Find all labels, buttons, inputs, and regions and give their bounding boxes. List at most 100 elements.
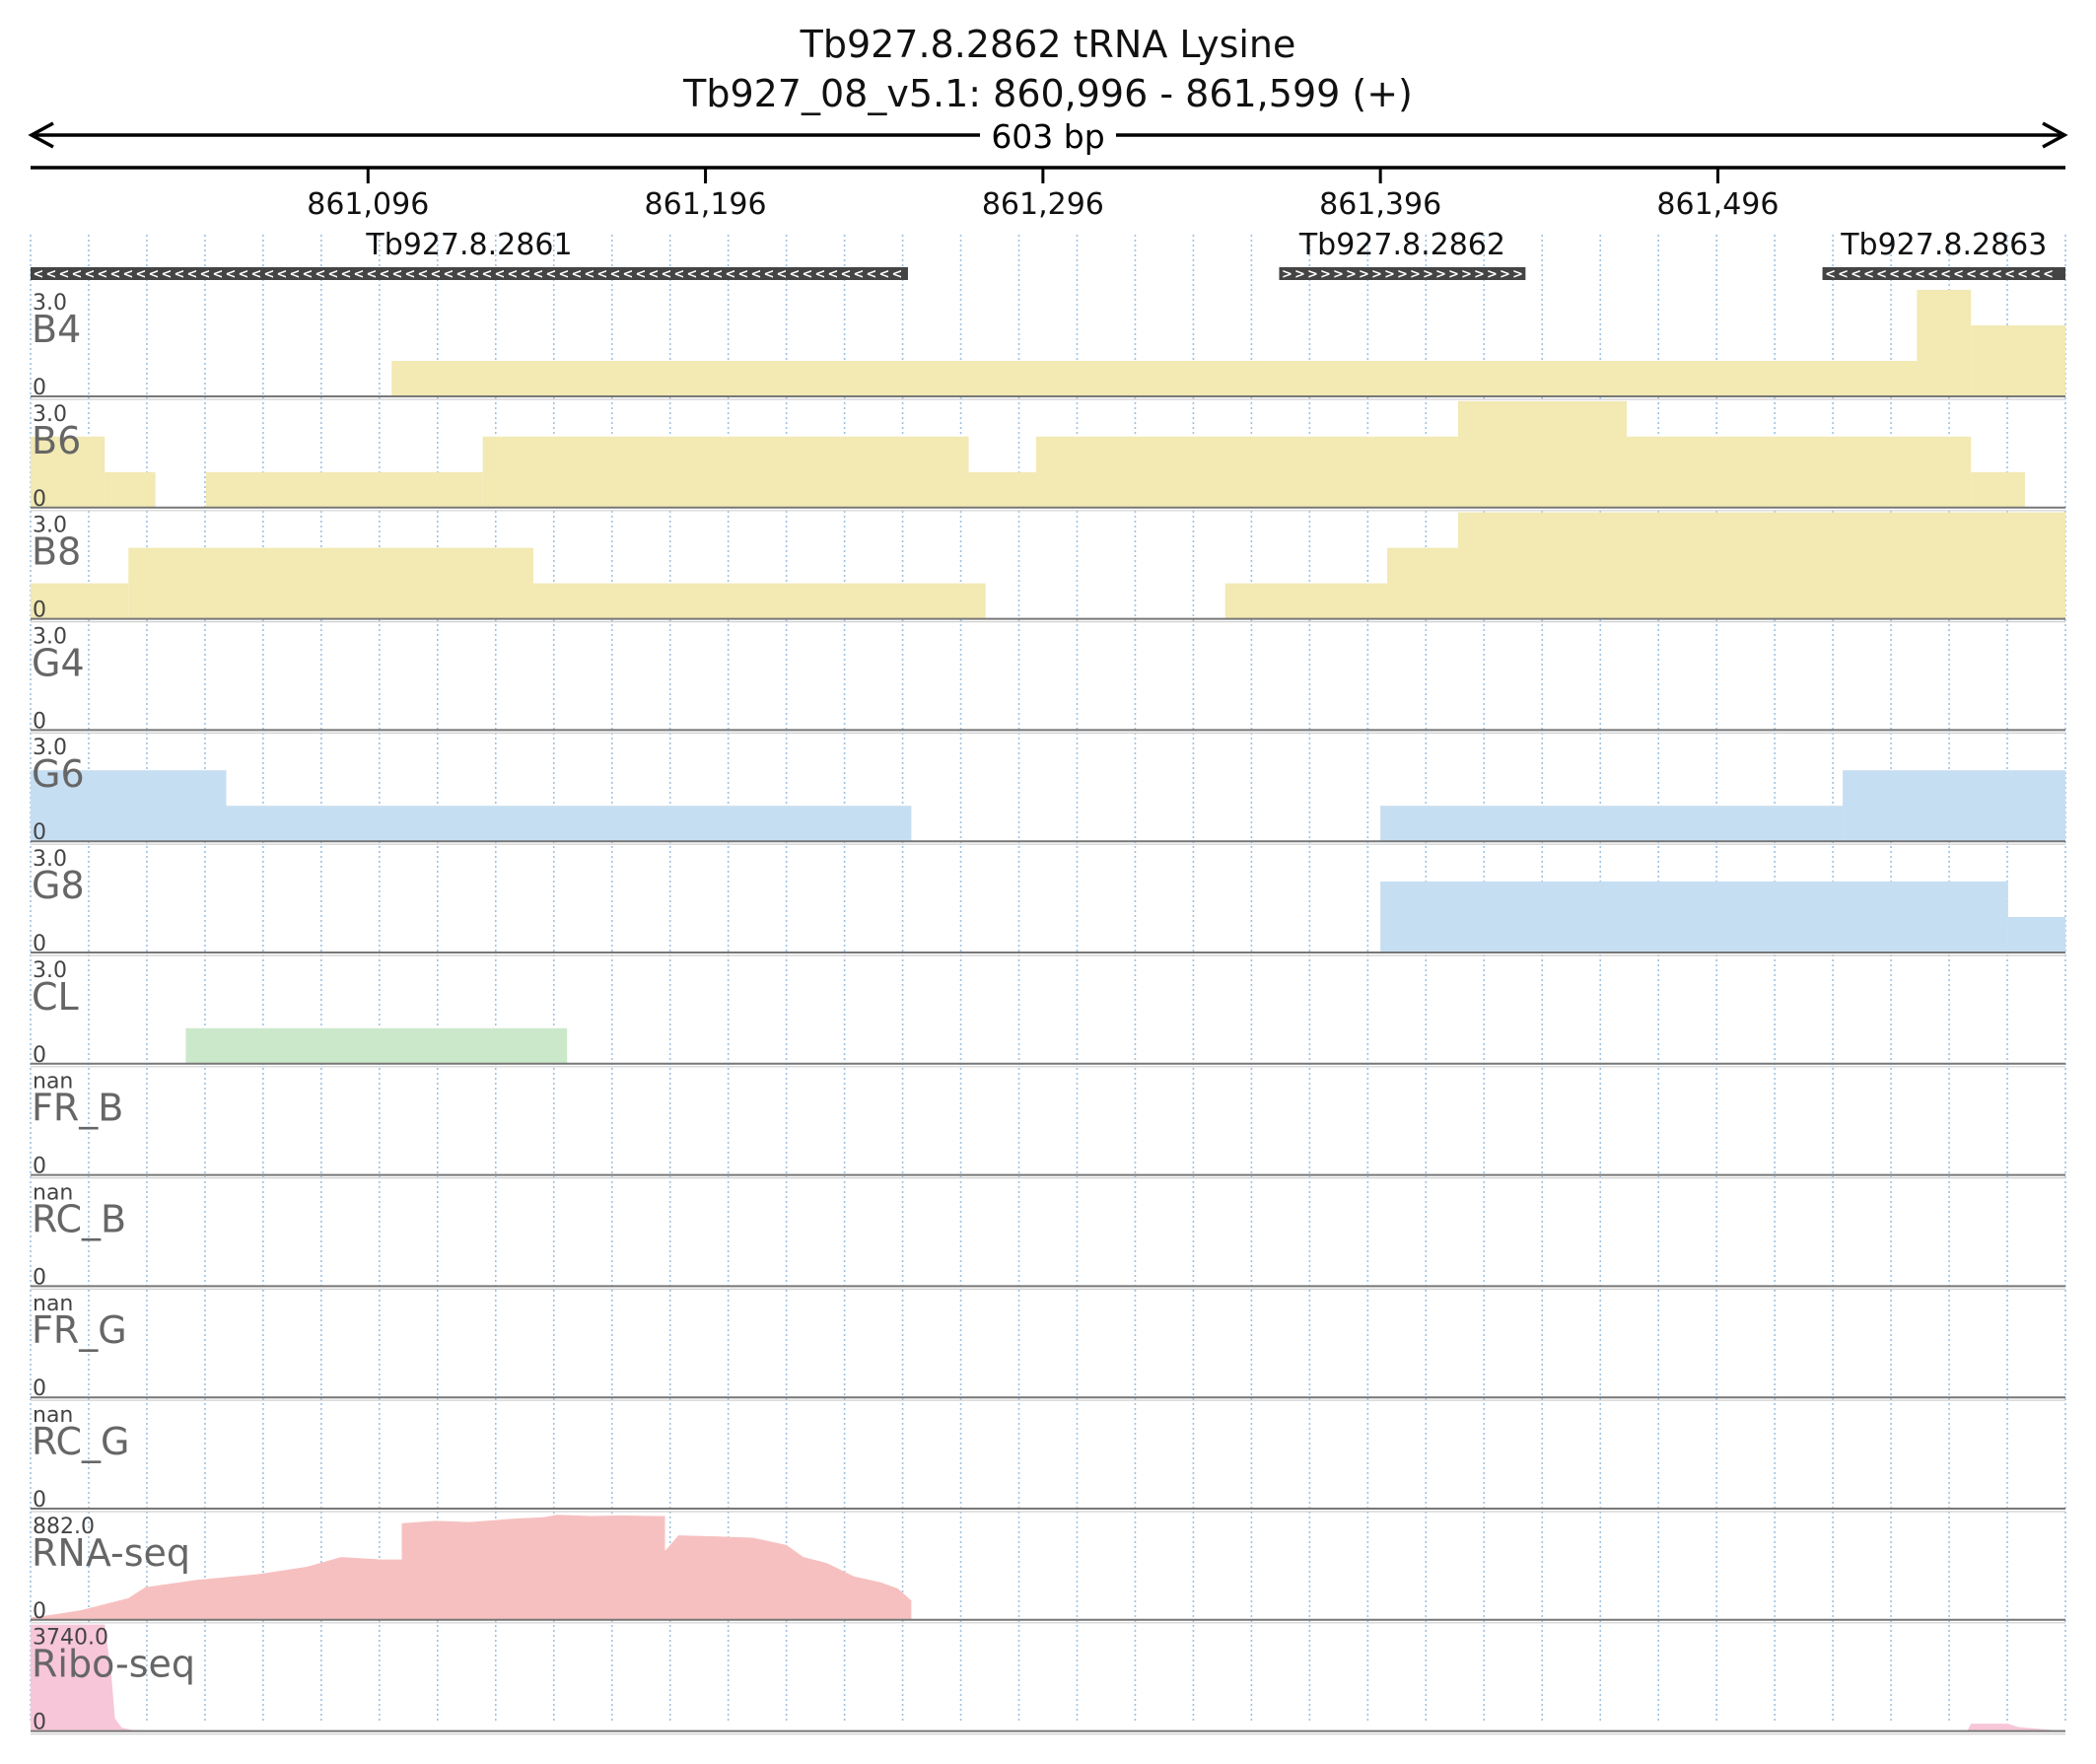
strand-chevron: < xyxy=(867,267,877,282)
strand-chevron: < xyxy=(508,267,519,282)
gene-label: Tb927.8.2862 xyxy=(1298,228,1505,262)
strand-chevron: < xyxy=(674,267,685,282)
strand-chevron: < xyxy=(636,267,647,282)
coverage-bar xyxy=(1457,400,1628,508)
track-min-label: 0 xyxy=(33,709,46,734)
strand-chevron: < xyxy=(841,267,852,282)
track-max-label: 3.0 xyxy=(33,514,67,538)
track-b6: 3.0B6 0 xyxy=(31,400,2065,512)
coverage-bar xyxy=(105,471,156,508)
strand-chevron: > xyxy=(1333,267,1344,282)
strand-chevron: > xyxy=(1410,267,1421,282)
strand-chevron: > xyxy=(1384,267,1395,282)
title-line-2: Tb927_08_v5.1: 860,996 - 861,599 (+) xyxy=(682,72,1413,115)
strand-chevron: > xyxy=(1500,267,1510,282)
track-name-label: Ribo-seq xyxy=(32,1643,195,1686)
strand-chevron: < xyxy=(1876,267,1887,282)
track-name-label: CL xyxy=(32,975,79,1019)
strand-chevron: < xyxy=(815,267,826,282)
track-max-label: nan xyxy=(33,1180,73,1205)
strand-chevron: < xyxy=(277,267,288,282)
gene-feature: Tb927.8.2861< < < < < < < < < < < < < < < < < < < < < < < < < < < <… xyxy=(31,228,908,282)
track-name-label: B8 xyxy=(32,530,81,574)
strand-chevron: < xyxy=(559,267,570,282)
strand-chevron: < xyxy=(1979,267,1990,282)
strand-chevron: < xyxy=(149,267,160,282)
track-min-label: 0 xyxy=(33,1711,46,1735)
track-name-label: G6 xyxy=(32,752,85,796)
coverage-bar xyxy=(1971,325,2065,396)
strand-chevron: < xyxy=(367,267,378,282)
strand-chevron: < xyxy=(623,267,634,282)
coverage-area xyxy=(31,1515,912,1620)
track-name-label: G8 xyxy=(32,864,85,907)
strand-chevron: > xyxy=(1461,267,1472,282)
track-min-label: 0 xyxy=(33,1265,46,1290)
coverage-bar xyxy=(1843,770,2065,842)
strand-chevron: < xyxy=(1863,267,1874,282)
track-min-label: 0 xyxy=(33,932,46,956)
tick-label: 861,296 xyxy=(982,187,1104,222)
coverage-bar xyxy=(2007,917,2065,953)
strand-chevron: > xyxy=(1397,267,1408,282)
gene-bar xyxy=(1279,267,1526,280)
tick-label: 861,096 xyxy=(307,187,429,222)
strand-chevron: < xyxy=(123,267,134,282)
track-min-label: 0 xyxy=(33,1155,46,1179)
track-max-label: nan xyxy=(33,1292,73,1316)
strand-chevron: > xyxy=(1423,267,1433,282)
strand-chevron: < xyxy=(226,267,237,282)
strand-chevron: < xyxy=(405,267,416,282)
strand-chevron: < xyxy=(392,267,403,282)
strand-chevron: < xyxy=(1940,267,1951,282)
strand-chevron: < xyxy=(46,267,57,282)
strand-chevron: < xyxy=(1966,267,1977,282)
strand-chevron: < xyxy=(354,267,365,282)
strand-chevron: < xyxy=(533,267,544,282)
track-min-label: 0 xyxy=(33,1376,46,1401)
strand-chevron: < xyxy=(879,267,890,282)
strand-chevron: < xyxy=(110,267,121,282)
strand-chevron: < xyxy=(444,267,454,282)
strand-chevron: < xyxy=(764,267,775,282)
track-name-label: RC_B xyxy=(32,1197,126,1240)
track-min-label: 0 xyxy=(33,1488,46,1513)
strand-chevron: < xyxy=(713,267,724,282)
strand-chevron: < xyxy=(751,267,762,282)
gene-label: Tb927.8.2863 xyxy=(1840,228,2047,262)
coverage-bar xyxy=(968,471,1037,508)
track-b8: 3.0B8 0 xyxy=(31,512,2065,623)
strand-chevron: < xyxy=(328,267,339,282)
strand-chevron: < xyxy=(597,267,608,282)
strand-chevron: < xyxy=(136,267,147,282)
coverage-bar xyxy=(205,471,483,508)
track-max-label: 3.0 xyxy=(33,291,67,316)
coverage-bar xyxy=(391,361,1918,396)
strand-chevron: < xyxy=(1915,267,1925,282)
gene-bar xyxy=(1822,267,2065,280)
strand-chevron: < xyxy=(521,267,531,282)
coverage-bar xyxy=(31,436,105,508)
track-max-label: 882.0 xyxy=(33,1515,95,1539)
ruler-ticks: 861,096 861,196 861,296 861,396 861,496 xyxy=(307,168,1779,222)
strand-chevron: < xyxy=(892,267,903,282)
coverage-bar xyxy=(533,583,986,619)
gene-bar xyxy=(31,267,908,280)
track-min-label: 0 xyxy=(33,599,46,623)
coverage-bar xyxy=(1380,882,2008,953)
strand-chevron: > xyxy=(1487,267,1498,282)
strand-chevron: < xyxy=(418,267,429,282)
strand-chevron: > xyxy=(1371,267,1382,282)
strand-chevron: < xyxy=(1838,267,1849,282)
strand-chevron: < xyxy=(777,267,788,282)
strand-chevron: < xyxy=(175,267,185,282)
coverage-area xyxy=(31,1624,2065,1731)
strand-chevron: < xyxy=(341,267,352,282)
strand-chevron: < xyxy=(662,267,672,282)
track-g4: 3.0G4 0 xyxy=(31,624,2065,734)
track-max-label: 3.0 xyxy=(33,847,67,872)
track-name-label: RC_G xyxy=(32,1420,130,1463)
coverage-bar xyxy=(226,806,912,842)
